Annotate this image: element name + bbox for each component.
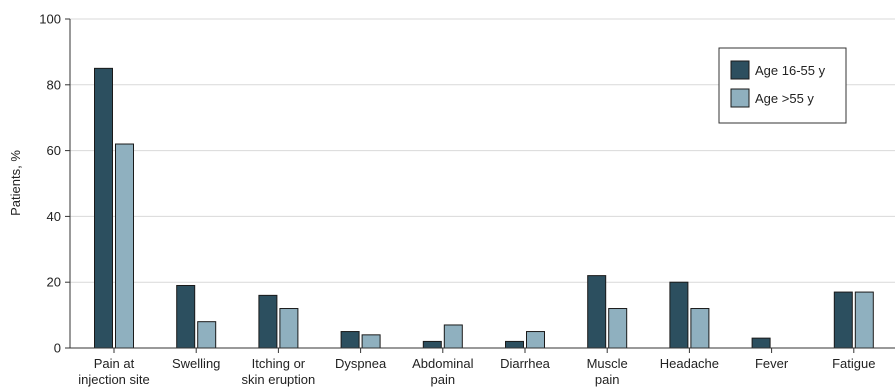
bar-age-over-55 — [854, 291, 874, 349]
x-tick-labels: Pain at injection site Swelling Itching or s… — [78, 348, 875, 387]
bar-age-over-55 — [115, 143, 134, 349]
bar-age-16-55 — [258, 294, 278, 349]
legend: Age 16-55 y Age >55 y — [718, 47, 847, 124]
bar-age-16-55 — [505, 340, 524, 349]
x-tick-label: Fever — [755, 356, 789, 371]
x-tick-label: Swelling — [172, 356, 220, 371]
x-tick-label: Diarrhea — [500, 356, 551, 371]
bar-age-16-55 — [751, 337, 771, 349]
y-tick-label: 20 — [47, 275, 61, 290]
x-tick-label: Headache — [660, 356, 719, 371]
bar-age-16-55 — [833, 291, 853, 349]
legend-swatch — [730, 88, 750, 108]
bar-age-16-55 — [94, 67, 113, 349]
legend-label: Age >55 y — [755, 91, 814, 106]
legend-box — [718, 47, 847, 124]
bar-age-16-55 — [176, 284, 196, 349]
x-tick-label: Abdominal pain — [412, 356, 474, 387]
bar-age-over-55 — [690, 308, 710, 349]
x-tick-label: Muscle pain — [587, 356, 628, 387]
bar-age-over-55 — [608, 308, 628, 349]
y-tick-label: 100 — [39, 12, 61, 27]
x-tick-label: Dyspnea — [335, 356, 387, 371]
bar-age-over-55 — [443, 324, 463, 349]
legend-label: Age 16-55 y — [755, 63, 826, 78]
y-axis-title: Patients, % — [8, 150, 23, 216]
bar-age-over-55 — [197, 321, 217, 349]
y-tick-label: 80 — [47, 77, 61, 92]
bar-age-over-55 — [279, 308, 299, 349]
bar-age-16-55 — [669, 281, 689, 349]
y-tick-label: 0 — [54, 341, 61, 356]
x-tick-label: Fatigue — [832, 356, 875, 371]
bar-age-over-55 — [361, 334, 381, 349]
y-tick-label: 40 — [47, 209, 61, 224]
legend-swatch — [730, 60, 750, 80]
bar-age-16-55 — [587, 275, 607, 349]
y-tick-labels: 0 20 40 60 80 100 — [39, 12, 70, 356]
bar-age-over-55 — [526, 331, 545, 349]
bar-age-16-55 — [340, 331, 360, 349]
x-tick-label: Pain at injection site — [78, 356, 150, 387]
bar-age-16-55 — [422, 340, 442, 349]
x-tick-label: Itching or skin eruption — [242, 356, 316, 387]
y-tick-label: 60 — [47, 143, 61, 158]
